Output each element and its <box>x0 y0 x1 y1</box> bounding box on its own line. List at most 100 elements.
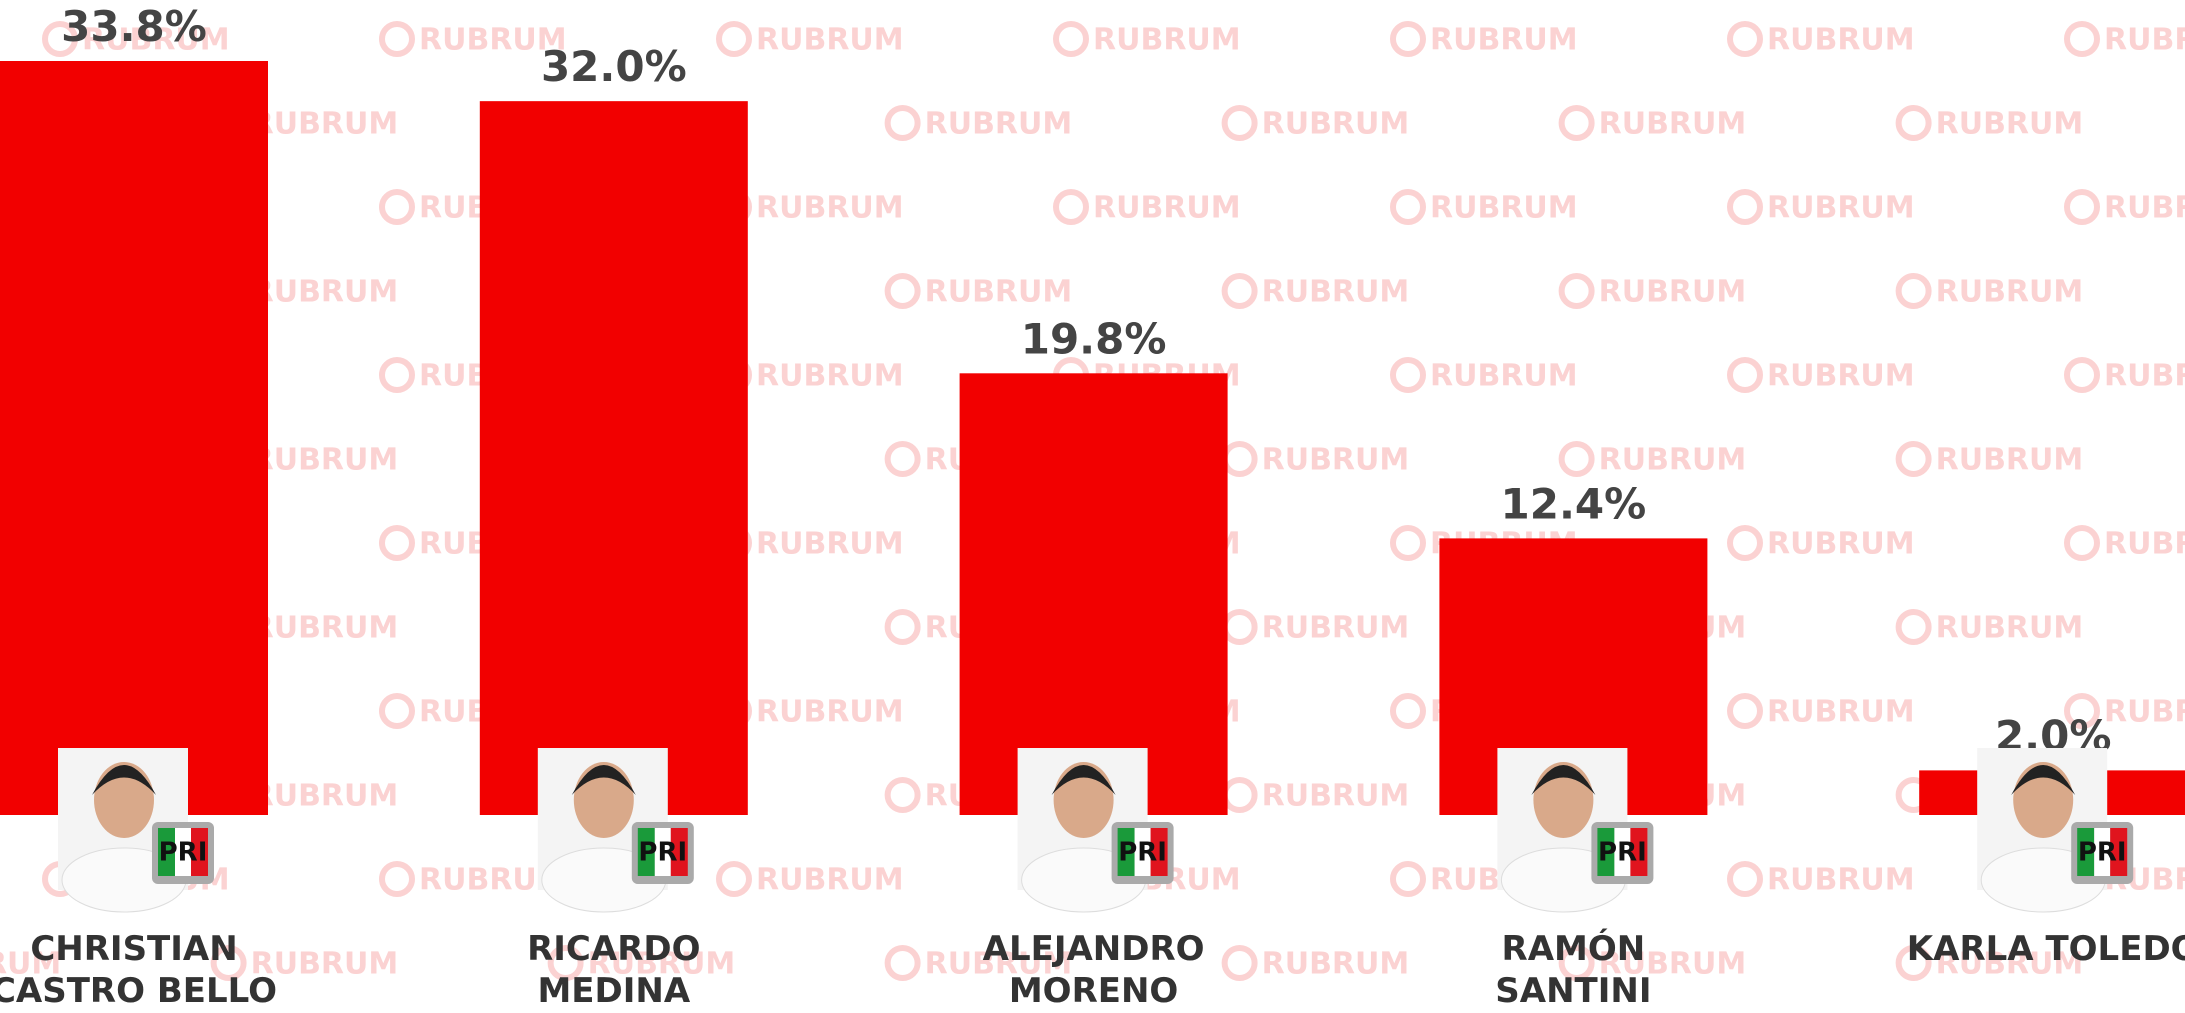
logo-red <box>670 828 688 876</box>
photo-hair <box>1531 765 1596 795</box>
watermark-text: RUBRUM <box>0 947 61 982</box>
logo-text: PRI <box>159 838 208 868</box>
watermark-text: RUBRUM <box>1262 947 1410 982</box>
candidate-name: RAMÓN SANTINI <box>1495 929 1652 1011</box>
watermark-icon <box>1053 189 1089 225</box>
watermark-icon <box>379 189 415 225</box>
watermark-text: RUBRUM <box>1936 611 2084 646</box>
watermark-icon <box>1390 525 1426 561</box>
watermark-icon <box>884 105 921 141</box>
logo-white <box>2094 828 2111 876</box>
logo-green <box>2077 828 2095 876</box>
watermark-icon <box>1221 105 1258 141</box>
watermark-text: RUBRUM <box>756 695 904 730</box>
photo-hair <box>92 765 156 795</box>
watermark-text: RUBRUM <box>756 23 904 58</box>
watermark-text: RUBRUM <box>251 275 399 310</box>
candidate-name: ALEJANDRO MORENO <box>982 929 1205 1011</box>
watermark-text: RUBRUM <box>251 611 399 646</box>
photo-hair <box>571 765 636 795</box>
watermark-icon <box>1221 609 1258 645</box>
party-logo: PRI <box>152 822 214 884</box>
logo-white <box>1134 828 1151 876</box>
watermark-icon <box>1390 189 1426 225</box>
watermark-text: RUBRUM <box>756 191 904 226</box>
watermark-text: RUBRUM <box>1767 359 1915 394</box>
photo-hair <box>1051 765 1116 795</box>
watermark-icon <box>2064 357 2100 393</box>
watermark-icon <box>1727 21 1763 57</box>
watermark-text: RUBRUM <box>1599 107 1747 142</box>
watermark-icon <box>1727 693 1763 729</box>
watermark-icon <box>884 777 921 813</box>
watermark-icon <box>2064 189 2100 225</box>
watermark-icon <box>1390 861 1426 897</box>
party-logo: PRI <box>631 822 694 884</box>
logo-red <box>1150 828 1168 876</box>
watermark-icon <box>1390 357 1426 393</box>
watermark-text: RUBRUM <box>2104 527 2185 562</box>
watermark-text: RUBRUM <box>925 275 1073 310</box>
watermark-text: RUBRUM <box>82 23 230 58</box>
value-label: 33.8% <box>61 2 207 51</box>
watermark-text: RUBRUM <box>251 779 399 814</box>
watermark-icon <box>1558 105 1595 141</box>
watermark-icon <box>1221 777 1258 813</box>
watermark-text: RUBRUM <box>1936 275 2084 310</box>
watermark-text: RUBRUM <box>1093 23 1241 58</box>
watermark-icon <box>547 945 584 981</box>
watermark-text: RUBRUM <box>419 23 567 58</box>
watermark-icon <box>379 357 415 393</box>
watermark-icon <box>884 609 921 645</box>
watermark-icon <box>1895 945 1932 981</box>
watermark-text: RUBRUM <box>1430 359 1578 394</box>
watermark-icon <box>1895 609 1932 645</box>
party-logo: PRI <box>2071 822 2134 884</box>
bar <box>479 101 748 815</box>
watermark-text: RUBRUM <box>1262 611 1410 646</box>
watermark-icon <box>884 945 921 981</box>
watermark-icon <box>1727 861 1763 897</box>
party-logo: PRI <box>1111 822 1174 884</box>
watermark-text: RUBRUM <box>756 863 904 898</box>
logo-text: PRI <box>2078 838 2127 868</box>
watermark-icon <box>1727 357 1763 393</box>
candidate-name: RICARDO MEDINA <box>527 929 701 1011</box>
logo-green <box>637 828 655 876</box>
watermark-text: RUBRUM <box>1936 443 2084 478</box>
watermark-icon <box>884 273 921 309</box>
watermark-text: RUBRUM <box>588 947 736 982</box>
watermark-icon <box>379 861 415 897</box>
watermark-text: RUBRUM <box>1767 527 1915 562</box>
watermark-text: RUBRUM <box>756 527 904 562</box>
candidate-name: KARLA TOLEDO <box>1906 929 2185 969</box>
watermark-icon <box>379 21 415 57</box>
watermark-text: RUBRUM <box>251 947 399 982</box>
watermark-text: RUBRUM <box>2104 359 2185 394</box>
watermark-text: RUBRUM <box>2104 695 2185 730</box>
watermark-text: RUBRUM <box>1599 275 1747 310</box>
watermark-text: RUBRUM <box>1262 443 1410 478</box>
watermark-icon <box>716 861 752 897</box>
watermark-icon <box>2064 693 2100 729</box>
watermark-icon <box>1221 945 1258 981</box>
watermark-icon <box>379 693 415 729</box>
watermark-icon <box>379 525 415 561</box>
logo-green <box>1597 828 1615 876</box>
watermark-icon <box>884 441 921 477</box>
watermark-text: RUBRUM <box>1262 275 1410 310</box>
watermark-text: RUBRUM <box>925 107 1073 142</box>
candidate-name: CHRISTIAN CASTRO BELLO <box>0 929 278 1011</box>
watermark-text: RUBRUM <box>1093 191 1241 226</box>
logo-green <box>1117 828 1135 876</box>
logo-white <box>175 828 191 876</box>
watermark-icon <box>1727 189 1763 225</box>
watermark-text: RUBRUM <box>1262 107 1410 142</box>
watermark-icon <box>1053 21 1089 57</box>
watermark-text: RUBRUM <box>251 107 399 142</box>
watermark-text: RUBRUM <box>1767 191 1915 226</box>
watermark-text: RUBRUM <box>1767 695 1915 730</box>
watermark-text: RUBRUM <box>756 359 904 394</box>
